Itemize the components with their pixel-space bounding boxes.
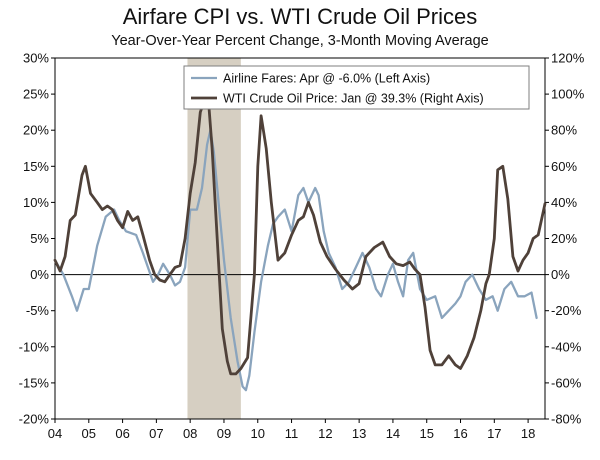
y-left-tick-label: -15% — [19, 375, 50, 390]
y-left-tick-label: 25% — [23, 87, 49, 102]
y-right-tick-label: 80% — [551, 123, 577, 138]
x-tick-label: 13 — [352, 426, 366, 441]
plot-frame — [54, 57, 546, 420]
x-tick-label: 07 — [149, 426, 163, 441]
x-tick-label: 04 — [48, 426, 62, 441]
y-right-tick-label: 120% — [551, 51, 585, 66]
y-right-tick-label: -60% — [551, 375, 582, 390]
y-left-tick-label: 5% — [30, 231, 49, 246]
x-tick-label: 15 — [419, 426, 433, 441]
y-right-tick-label: -20% — [551, 303, 582, 318]
y-left-tick-label: -10% — [19, 339, 50, 354]
x-tick-label: 16 — [453, 426, 467, 441]
airfare-series-line — [53, 129, 538, 392]
x-tick-label: 06 — [115, 426, 129, 441]
y-left-tick-label: 10% — [23, 195, 49, 210]
y-right-tick-label: -40% — [551, 339, 582, 354]
legend-airfare-label: Airline Fares: Apr @ -6.0% (Left Axis) — [223, 72, 430, 86]
y-left-tick-label: -20% — [19, 412, 50, 427]
y-left-tick-label: -5% — [26, 303, 50, 318]
y-right-tick-label: 60% — [551, 159, 577, 174]
y-left-tick-label: 0% — [30, 267, 49, 282]
y-right-tick-label: 0% — [551, 267, 570, 282]
x-tick-label: 10 — [251, 426, 265, 441]
y-right-tick-label: -80% — [551, 412, 582, 427]
x-tick-label: 14 — [386, 426, 400, 441]
x-tick-label: 08 — [183, 426, 197, 441]
legend-oil-label: WTI Crude Oil Price: Jan @ 39.3% (Right … — [223, 92, 484, 106]
chart-title: Airfare CPI vs. WTI Crude Oil Prices — [122, 4, 478, 29]
y-left-tick-label: 20% — [23, 123, 49, 138]
x-tick-label: 17 — [487, 426, 501, 441]
oil-series-line — [53, 96, 547, 376]
y-right-tick-label: 100% — [551, 87, 585, 102]
recession-band — [187, 58, 241, 419]
legend-box — [183, 65, 530, 110]
x-tick-label: 11 — [285, 426, 299, 441]
x-tick-label: 18 — [521, 426, 535, 441]
y-left-tick-label: 30% — [23, 51, 49, 66]
chart-subtitle: Year-Over-Year Percent Change, 3-Month M… — [111, 33, 489, 49]
x-tick-label: 09 — [217, 426, 231, 441]
y-right-tick-label: 40% — [551, 195, 577, 210]
x-tick-label: 05 — [82, 426, 96, 441]
x-tick-label: 12 — [318, 426, 332, 441]
y-left-tick-label: 15% — [23, 159, 49, 174]
y-right-tick-label: 20% — [551, 231, 577, 246]
